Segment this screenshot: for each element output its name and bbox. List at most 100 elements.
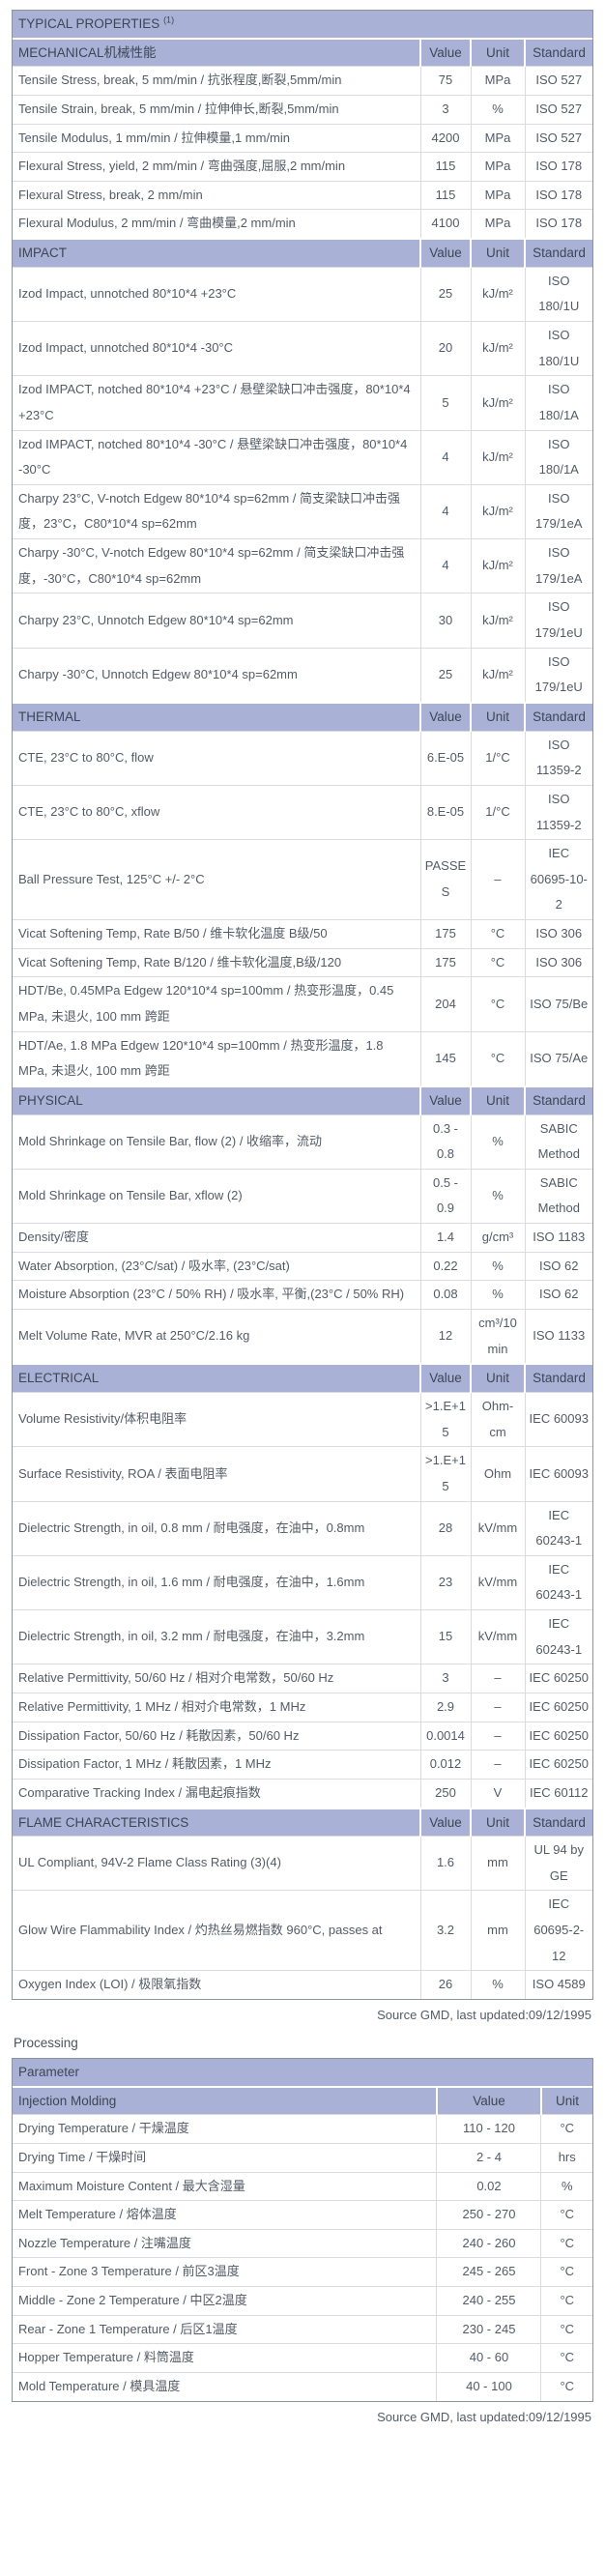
section-header-row: ELECTRICAL Value Unit Standard bbox=[13, 1363, 592, 1393]
section-header-row: PHYSICAL Value Unit Standard bbox=[13, 1085, 592, 1115]
property-name-cell: Tensile Stress, break, 5 mm/min / 抗张程度,断… bbox=[13, 66, 421, 96]
property-row: Surface Resistivity, ROA / 表面电阻率 >1.E+15 O… bbox=[13, 1446, 592, 1502]
property-name-cell: HDT/Be, 0.45MPa Edgew 120*10*4 sp=100mm … bbox=[13, 976, 421, 1032]
processing-unit-cell: °C bbox=[540, 2257, 592, 2288]
property-value-cell: 0.0014 bbox=[419, 1721, 472, 1751]
property-value-cell: 8.E-05 bbox=[419, 784, 472, 841]
property-standard-cell: IEC 60250 bbox=[524, 1721, 592, 1751]
property-name-cell: Izod Impact, unnotched 80*10*4 +23°C bbox=[13, 266, 421, 323]
property-row: Dielectric Strength, in oil, 1.6 mm / 耐电… bbox=[13, 1554, 592, 1611]
typical-properties-table-frame: TYPICAL PROPERTIES (1) MECHANICAL机械性能 Val… bbox=[12, 10, 593, 2001]
property-row: HDT/Be, 0.45MPa Edgew 120*10*4 sp=100mm … bbox=[13, 976, 592, 1032]
property-name-cell: CTE, 23°C to 80°C, xflow bbox=[13, 784, 421, 841]
property-standard-cell: ISO 180/1U bbox=[524, 320, 592, 377]
property-unit-cell: kJ/m² bbox=[470, 483, 526, 540]
property-standard-cell: IEC 60243-1 bbox=[524, 1500, 592, 1556]
section-header-row: MECHANICAL机械性能 Value Unit Standard bbox=[13, 37, 592, 67]
property-value-cell: 26 bbox=[419, 1970, 472, 2000]
property-row: Dielectric Strength, in oil, 0.8 mm / 耐电… bbox=[13, 1500, 592, 1556]
property-unit-cell: – bbox=[470, 1721, 526, 1751]
property-value-cell: >1.E+15 bbox=[419, 1446, 472, 1502]
unit-column-header: Unit bbox=[470, 1363, 525, 1393]
property-name-cell: Charpy 23°C, Unnotch Edgew 80*10*4 sp=62… bbox=[13, 593, 421, 649]
property-name-cell: Flexural Stress, break, 2 mm/min bbox=[13, 180, 421, 211]
property-standard-cell: ISO 178 bbox=[524, 152, 592, 182]
processing-value-cell: 40 - 100 bbox=[436, 2372, 542, 2401]
property-standard-cell: ISO 178 bbox=[524, 209, 592, 240]
property-standard-cell: ISO 75/Be bbox=[524, 976, 592, 1032]
typical-properties-title-row: TYPICAL PROPERTIES (1) bbox=[13, 11, 592, 39]
unit-column-header: Unit bbox=[470, 1085, 525, 1115]
property-unit-cell: % bbox=[470, 1114, 526, 1170]
property-unit-cell: kJ/m² bbox=[470, 593, 526, 649]
property-row: Glow Wire Flammability Index / 灼热丝易燃指数 9… bbox=[13, 1890, 592, 1972]
property-unit-cell: % bbox=[470, 1251, 526, 1282]
processing-value-cell: 240 - 255 bbox=[436, 2286, 542, 2316]
property-value-cell: 6.E-05 bbox=[419, 730, 472, 786]
property-row: Moisture Absorption (23°C / 50% RH) / 吸水… bbox=[13, 1280, 592, 1311]
property-standard-cell: IEC 60250 bbox=[524, 1664, 592, 1693]
property-row: Flexural Stress, break, 2 mm/min 115 MPa IS… bbox=[13, 180, 592, 211]
property-value-cell: 23 bbox=[419, 1554, 472, 1611]
processing-unit-cell: % bbox=[540, 2171, 592, 2202]
property-value-cell: >1.E+15 bbox=[419, 1391, 472, 1448]
property-unit-cell: V bbox=[470, 1778, 526, 1809]
property-row: CTE, 23°C to 80°C, flow 6.E-05 1/°C ISO 113… bbox=[13, 730, 592, 786]
property-standard-cell: IEC 60695-10-2 bbox=[524, 839, 592, 921]
property-row: Charpy 23°C, Unnotch Edgew 80*10*4 sp=62… bbox=[13, 593, 592, 649]
processing-unit-cell: °C bbox=[540, 2372, 592, 2401]
processing-unit-cell: °C bbox=[540, 2314, 592, 2345]
property-standard-cell: IEC 60243-1 bbox=[524, 1609, 592, 1665]
processing-unit-cell: hrs bbox=[540, 2142, 592, 2173]
processing-parameter-cell: Melt Temperature / 熔体温度 bbox=[13, 2200, 438, 2230]
property-row: Flexural Modulus, 2 mm/min / 弯曲模量,2 mm/m… bbox=[13, 209, 592, 240]
processing-row: Rear - Zone 1 Temperature / 后区1温度 230 - 2… bbox=[13, 2314, 592, 2345]
property-row: Izod IMPACT, notched 80*10*4 -30°C / 悬壁梁… bbox=[13, 429, 592, 485]
property-value-cell: 115 bbox=[419, 180, 472, 211]
processing-row: Mold Temperature / 模具温度 40 - 100 °C bbox=[13, 2372, 592, 2401]
property-name-cell: Izod IMPACT, notched 80*10*4 +23°C / 悬壁梁… bbox=[13, 375, 421, 431]
property-value-cell: 12 bbox=[419, 1309, 472, 1365]
processing-parameter-cell: Drying Temperature / 干燥温度 bbox=[13, 2114, 438, 2144]
property-unit-cell: % bbox=[470, 1168, 526, 1225]
processing-unit-cell: °C bbox=[540, 2343, 592, 2374]
processing-parameter-cell: Front - Zone 3 Temperature / 前区3温度 bbox=[13, 2257, 438, 2288]
property-row: Vicat Softening Temp, Rate B/120 / 维卡软化温… bbox=[13, 947, 592, 978]
property-standard-cell: SABIC Method bbox=[524, 1168, 592, 1225]
typical-properties-title: TYPICAL PROPERTIES (1) bbox=[13, 11, 592, 39]
unit-column-header: Unit bbox=[470, 37, 525, 67]
processing-parameter-header: Parameter bbox=[13, 2059, 592, 2087]
unit-column-header: Unit bbox=[470, 701, 525, 732]
processing-table: Parameter Injection Molding Value Unit D… bbox=[13, 2059, 592, 2401]
property-name-cell: Tensile Strain, break, 5 mm/min / 拉伸伸长,断… bbox=[13, 94, 421, 125]
property-value-cell: 3.2 bbox=[419, 1890, 472, 1972]
property-value-cell: 25 bbox=[419, 647, 472, 704]
processing-table-frame: Parameter Injection Molding Value Unit D… bbox=[12, 2058, 593, 2402]
processing-value-cell: 110 - 120 bbox=[436, 2114, 542, 2144]
property-row: Charpy -30°C, V-notch Edgew 80*10*4 sp=6… bbox=[13, 538, 592, 594]
property-value-cell: 4 bbox=[419, 538, 472, 594]
processing-subheader-name: Injection Molding bbox=[13, 2085, 437, 2115]
property-name-cell: Mold Shrinkage on Tensile Bar, flow (2) … bbox=[13, 1114, 421, 1170]
property-name-cell: Dielectric Strength, in oil, 3.2 mm / 耐电… bbox=[13, 1609, 421, 1665]
property-name-cell: Relative Permittivity, 1 MHz / 相对介电常数，1 … bbox=[13, 1692, 421, 1722]
typical-properties-table: TYPICAL PROPERTIES (1) MECHANICAL机械性能 Val… bbox=[13, 11, 592, 2000]
property-standard-cell: IEC 60243-1 bbox=[524, 1554, 592, 1611]
property-standard-cell: IEC 60250 bbox=[524, 1692, 592, 1722]
section-name-header: ELECTRICAL bbox=[13, 1363, 420, 1393]
property-unit-cell: 1/°C bbox=[470, 730, 526, 786]
processing-unit-cell: °C bbox=[540, 2286, 592, 2316]
property-standard-cell: ISO 180/1A bbox=[524, 375, 592, 431]
property-name-cell: HDT/Ae, 1.8 MPa Edgew 120*10*4 sp=100mm … bbox=[13, 1030, 421, 1087]
property-name-cell: Charpy -30°C, Unnotch Edgew 80*10*4 sp=6… bbox=[13, 647, 421, 704]
property-unit-cell: – bbox=[470, 1692, 526, 1722]
property-row: Ball Pressure Test, 125°C +/- 2°C PASSES –… bbox=[13, 839, 592, 921]
property-value-cell: 1.4 bbox=[419, 1223, 472, 1253]
property-value-cell: 0.22 bbox=[419, 1251, 472, 1282]
property-unit-cell: % bbox=[470, 94, 526, 125]
property-standard-cell: ISO 180/1A bbox=[524, 429, 592, 485]
property-unit-cell: °C bbox=[470, 976, 526, 1032]
property-unit-cell: kJ/m² bbox=[470, 538, 526, 594]
property-unit-cell: kJ/m² bbox=[470, 320, 526, 377]
unit-column-header: Unit bbox=[470, 238, 525, 268]
